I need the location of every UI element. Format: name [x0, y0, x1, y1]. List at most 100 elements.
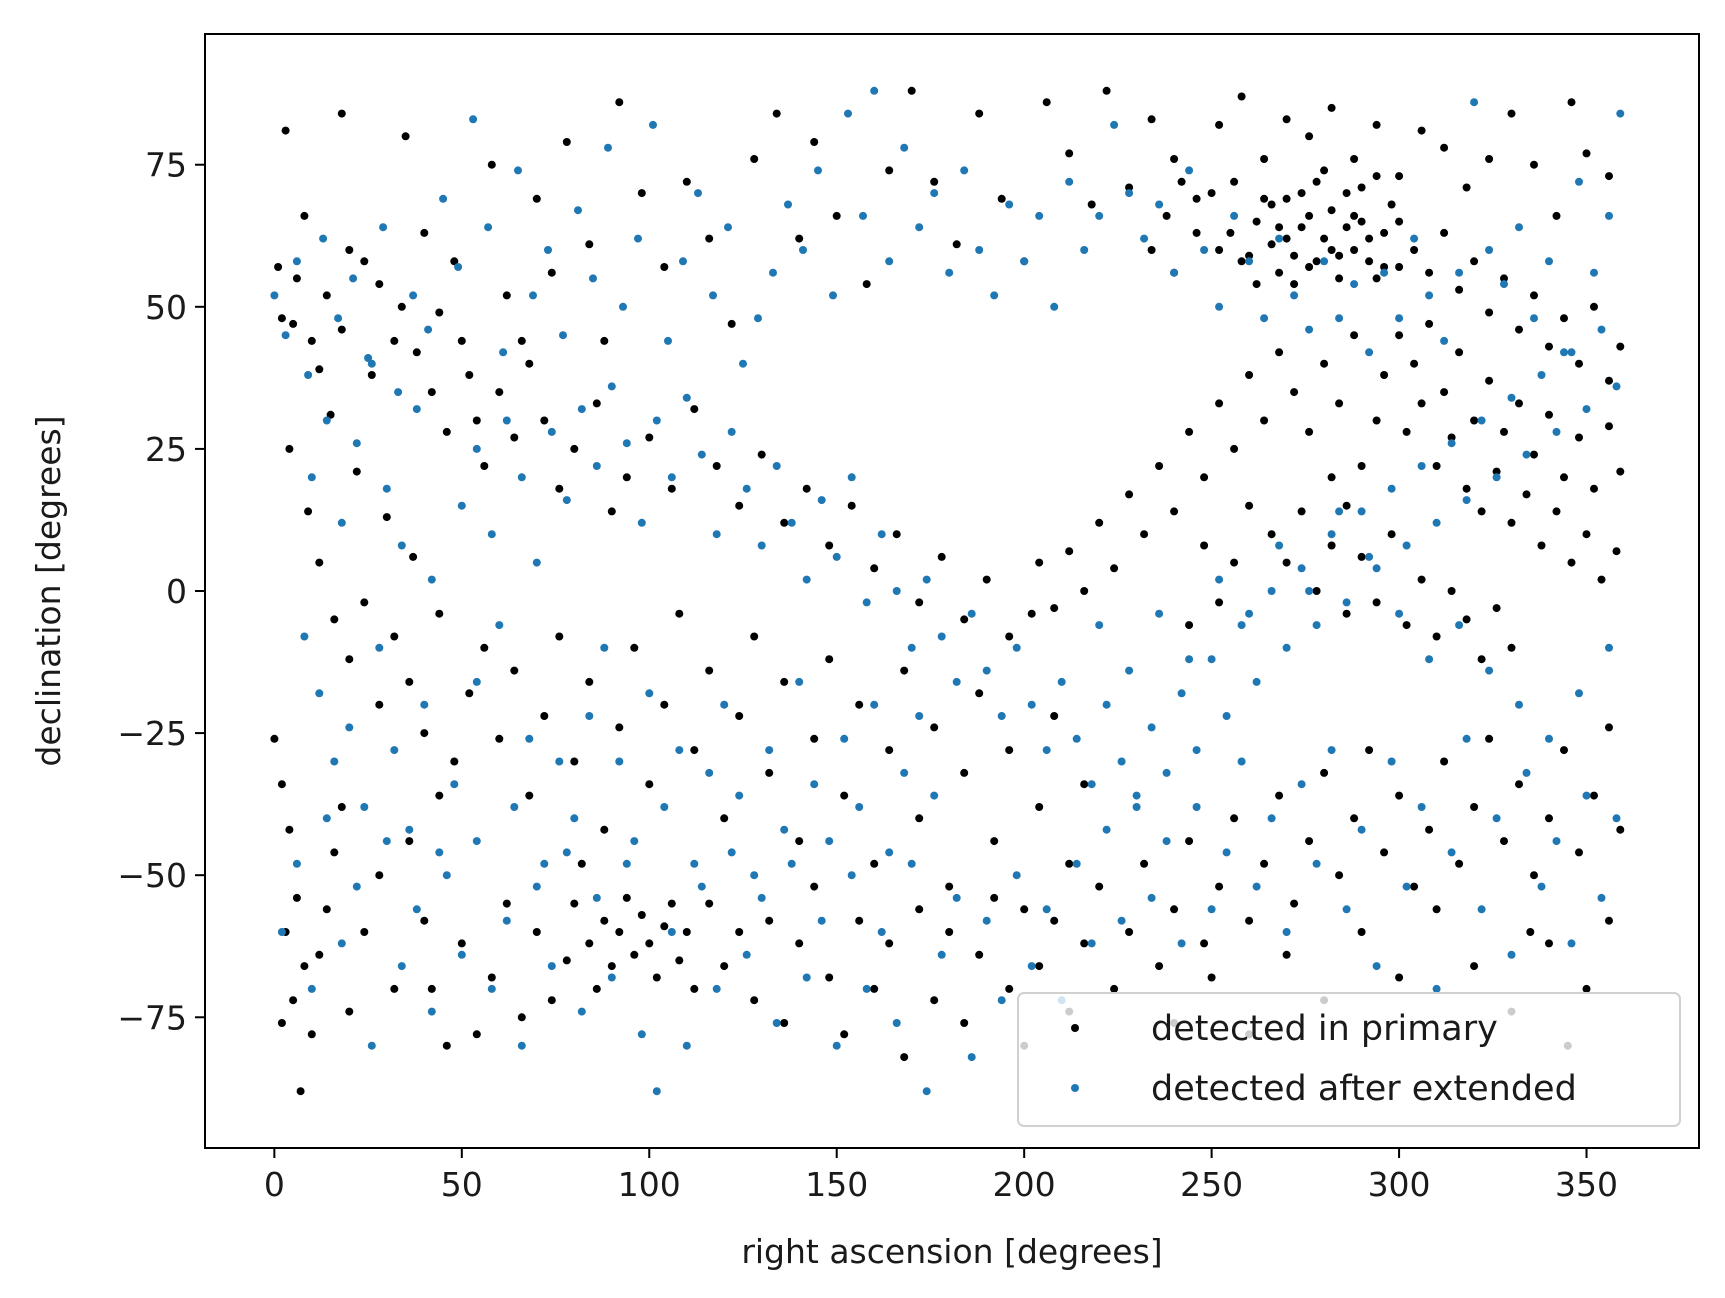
- data-point: [292, 274, 301, 283]
- data-point: [937, 552, 946, 561]
- data-point: [1072, 734, 1081, 743]
- data-point: [862, 598, 871, 607]
- data-point: [1327, 530, 1336, 539]
- x-tick-label: 0: [264, 1165, 285, 1204]
- data-point: [1072, 859, 1081, 868]
- data-point: [292, 257, 301, 266]
- data-point: [1275, 234, 1284, 243]
- data-point: [720, 814, 729, 823]
- data-point: [915, 814, 924, 823]
- data-point: [1305, 325, 1314, 334]
- data-point: [975, 689, 984, 698]
- data-point: [1290, 899, 1299, 908]
- data-point: [390, 632, 399, 641]
- data-point: [585, 939, 594, 948]
- data-point: [1605, 916, 1613, 925]
- data-point: [1387, 530, 1396, 539]
- data-point: [1312, 621, 1321, 630]
- data-point: [1267, 814, 1276, 823]
- data-point: [480, 643, 489, 652]
- data-point: [592, 462, 601, 470]
- data-point: [1207, 973, 1216, 982]
- data-point: [877, 928, 886, 936]
- data-point: [915, 712, 924, 720]
- data-point: [1582, 984, 1591, 993]
- data-point: [1530, 871, 1538, 880]
- data-point: [1282, 234, 1291, 243]
- data-point: [1357, 462, 1366, 470]
- data-point: [1545, 734, 1553, 743]
- data-point: [457, 939, 466, 948]
- data-point: [1192, 803, 1201, 811]
- data-point: [1192, 228, 1201, 237]
- series-extended: [270, 86, 1625, 1096]
- data-point: [799, 246, 807, 254]
- data-point: [1290, 280, 1299, 289]
- data-point: [1545, 814, 1553, 823]
- data-point: [1095, 882, 1104, 891]
- data-point: [1530, 291, 1538, 300]
- data-point: [472, 416, 481, 425]
- data-point: [1605, 723, 1613, 732]
- data-point: [570, 444, 579, 453]
- data-point: [1155, 462, 1164, 470]
- data-point: [1230, 211, 1239, 220]
- data-point: [555, 484, 564, 493]
- data-point: [281, 331, 290, 340]
- data-point: [1305, 211, 1314, 220]
- y-tick-label: −50: [117, 856, 187, 895]
- data-point: [1582, 530, 1591, 539]
- data-point: [1616, 467, 1625, 476]
- data-point: [1470, 98, 1479, 107]
- data-point: [787, 859, 796, 868]
- data-point: [562, 848, 571, 857]
- data-point: [1365, 234, 1374, 243]
- data-point: [1020, 905, 1029, 914]
- data-point: [892, 587, 901, 595]
- data-point: [592, 399, 601, 408]
- data-point: [1357, 507, 1366, 516]
- data-point: [1402, 541, 1411, 550]
- data-point: [397, 541, 406, 550]
- data-point: [1387, 757, 1396, 766]
- data-point: [555, 757, 564, 766]
- data-point: [1402, 427, 1411, 436]
- data-point: [885, 257, 894, 266]
- data-point: [1170, 155, 1179, 163]
- data-point: [1170, 905, 1179, 914]
- data-point: [1065, 859, 1074, 868]
- data-point: [1575, 689, 1583, 698]
- data-point: [1455, 285, 1464, 294]
- data-point: [1357, 217, 1366, 226]
- data-point: [922, 575, 931, 584]
- data-point: [337, 109, 346, 118]
- data-point: [1245, 916, 1254, 925]
- data-point: [1567, 98, 1576, 107]
- data-point: [1365, 348, 1374, 357]
- data-point: [1395, 973, 1404, 982]
- data-point: [1065, 149, 1074, 158]
- data-point: [810, 734, 819, 743]
- data-point: [300, 211, 309, 220]
- data-point: [1282, 950, 1291, 959]
- data-point: [967, 609, 976, 618]
- data-point: [1035, 558, 1044, 567]
- data-point: [1357, 552, 1366, 561]
- data-point: [1432, 984, 1441, 993]
- data-point: [1207, 905, 1216, 914]
- data-point: [750, 632, 759, 641]
- data-point: [532, 882, 541, 891]
- data-point: [412, 905, 421, 914]
- data-point: [832, 1041, 841, 1050]
- data-point: [289, 319, 298, 328]
- data-point: [495, 621, 504, 630]
- data-point: [405, 677, 414, 686]
- data-point: [559, 331, 567, 340]
- data-point: [1462, 496, 1471, 505]
- data-point: [405, 825, 414, 834]
- data-point: [907, 859, 916, 868]
- data-point: [1177, 689, 1186, 698]
- data-point: [547, 268, 556, 277]
- data-point: [1230, 814, 1239, 823]
- data-point: [352, 467, 361, 476]
